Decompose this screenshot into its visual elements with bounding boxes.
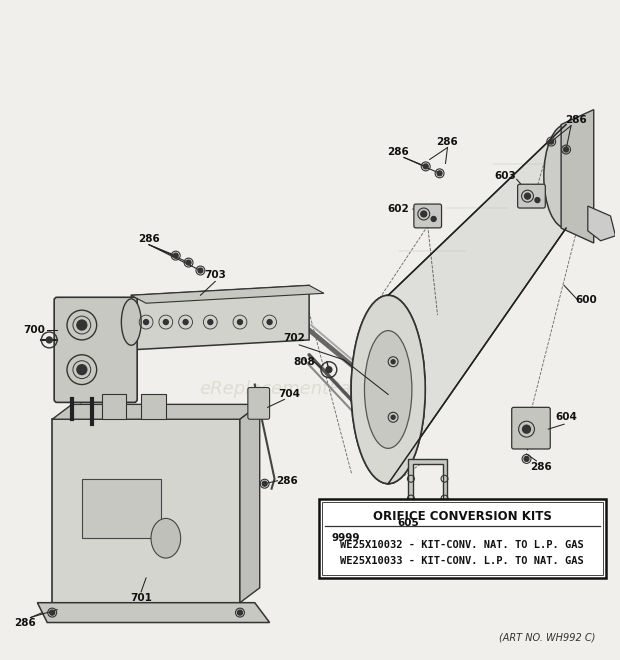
Circle shape	[50, 610, 55, 615]
Circle shape	[431, 216, 436, 221]
FancyBboxPatch shape	[54, 297, 137, 403]
FancyBboxPatch shape	[248, 387, 270, 419]
Bar	[319, 498, 606, 578]
FancyBboxPatch shape	[414, 204, 441, 228]
Circle shape	[549, 139, 554, 144]
Circle shape	[535, 197, 540, 203]
Circle shape	[262, 481, 267, 486]
Text: 286: 286	[277, 476, 298, 486]
Circle shape	[391, 415, 395, 419]
FancyBboxPatch shape	[518, 184, 546, 208]
Text: 700: 700	[24, 325, 45, 335]
Text: 286: 286	[138, 234, 160, 244]
Circle shape	[391, 360, 395, 364]
Circle shape	[523, 425, 531, 433]
Polygon shape	[388, 125, 566, 484]
Ellipse shape	[351, 295, 425, 484]
Text: 286: 286	[387, 147, 409, 156]
Circle shape	[524, 457, 529, 461]
Circle shape	[237, 319, 242, 325]
Text: 602: 602	[387, 204, 409, 214]
Circle shape	[77, 320, 87, 330]
FancyBboxPatch shape	[512, 407, 550, 449]
Polygon shape	[131, 285, 324, 303]
Polygon shape	[588, 206, 616, 241]
Text: 286: 286	[531, 462, 552, 472]
Circle shape	[144, 319, 149, 325]
Text: 701: 701	[130, 593, 152, 603]
Circle shape	[564, 147, 569, 152]
Circle shape	[77, 365, 87, 375]
Text: WE25X10032 - KIT-CONV. NAT. TO L.P. GAS: WE25X10032 - KIT-CONV. NAT. TO L.P. GAS	[340, 540, 584, 550]
Circle shape	[421, 211, 427, 217]
Text: 703: 703	[205, 271, 226, 280]
Polygon shape	[131, 285, 309, 350]
Text: 605: 605	[397, 518, 419, 529]
Circle shape	[163, 319, 168, 325]
FancyBboxPatch shape	[141, 395, 166, 419]
Polygon shape	[37, 603, 270, 622]
Text: ORIFICE CONVERSION KITS: ORIFICE CONVERSION KITS	[373, 510, 552, 523]
Ellipse shape	[351, 295, 425, 484]
Ellipse shape	[122, 299, 141, 345]
FancyBboxPatch shape	[102, 395, 126, 419]
Circle shape	[237, 610, 242, 615]
Text: eReplacementParts.com: eReplacementParts.com	[199, 381, 419, 399]
Circle shape	[208, 319, 213, 325]
Polygon shape	[52, 419, 240, 603]
Polygon shape	[561, 110, 594, 243]
Text: 286: 286	[14, 618, 35, 628]
Text: 808: 808	[293, 357, 315, 367]
Circle shape	[186, 260, 191, 265]
Ellipse shape	[544, 125, 588, 228]
Ellipse shape	[365, 331, 412, 448]
Circle shape	[525, 193, 531, 199]
Circle shape	[437, 171, 442, 176]
Polygon shape	[52, 405, 260, 419]
Text: 603: 603	[494, 172, 516, 182]
Circle shape	[267, 319, 272, 325]
Ellipse shape	[151, 518, 180, 558]
Circle shape	[198, 268, 203, 273]
Text: 9999: 9999	[332, 533, 360, 543]
Circle shape	[183, 319, 188, 325]
Text: (ART NO. WH992 C): (ART NO. WH992 C)	[499, 632, 596, 642]
Text: 600: 600	[575, 295, 596, 306]
Text: WE25X10033 - KIT-CONV. L.P. TO NAT. GAS: WE25X10033 - KIT-CONV. L.P. TO NAT. GAS	[340, 556, 584, 566]
Circle shape	[423, 164, 428, 169]
Text: 702: 702	[283, 333, 305, 343]
FancyBboxPatch shape	[82, 478, 161, 539]
Polygon shape	[240, 405, 260, 603]
Text: 286: 286	[565, 115, 587, 125]
Text: 286: 286	[436, 137, 458, 147]
Circle shape	[326, 367, 332, 373]
Text: 604: 604	[555, 412, 577, 422]
Circle shape	[46, 337, 52, 343]
Text: 704: 704	[278, 389, 300, 399]
Circle shape	[173, 253, 178, 258]
Polygon shape	[408, 459, 448, 518]
Bar	[322, 502, 603, 575]
